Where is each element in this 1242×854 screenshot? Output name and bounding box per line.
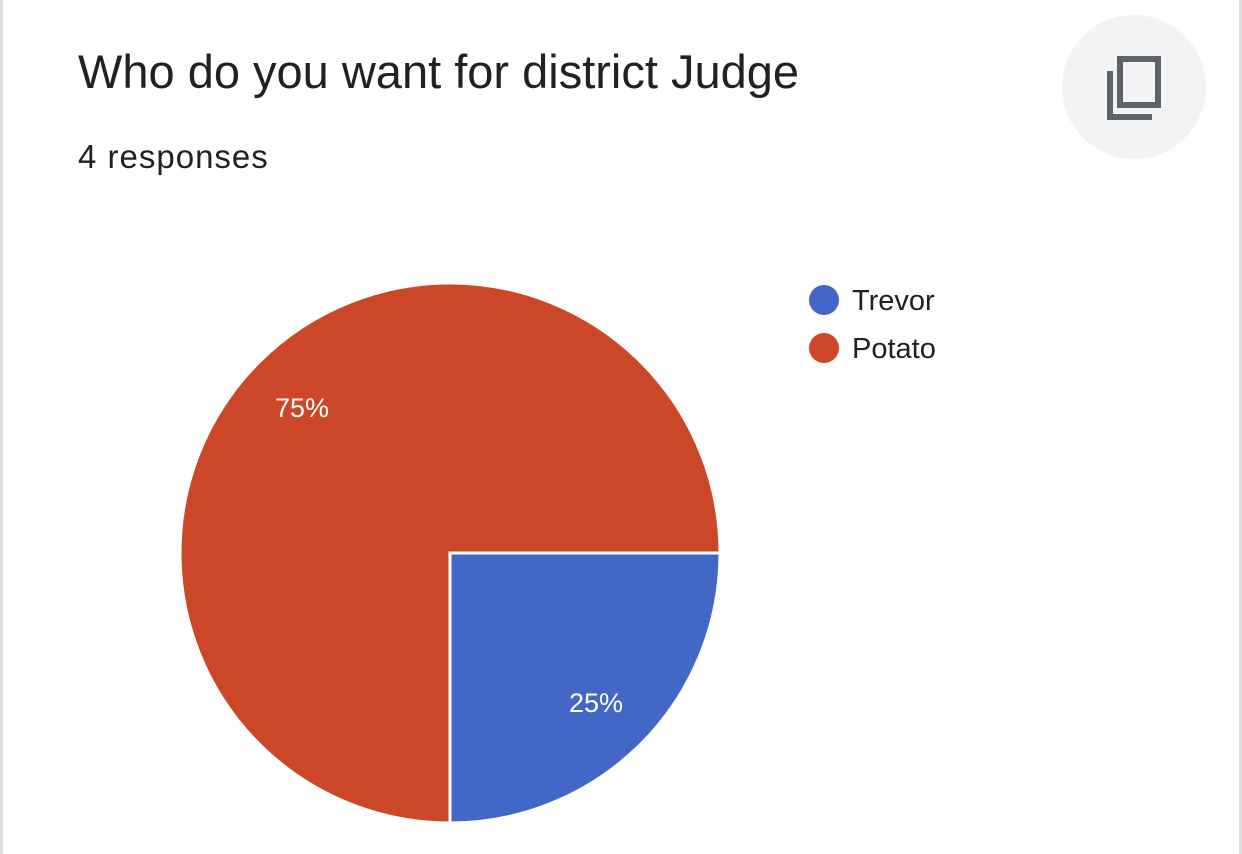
legend-marker-trevor	[809, 285, 839, 315]
chart-title: Who do you want for district Judge	[78, 45, 800, 98]
chart-legend: Trevor Potato	[809, 285, 936, 365]
legend-marker-potato	[809, 333, 839, 363]
pie-chart: 25% 75% Trevor Potato	[178, 281, 936, 825]
legend-label-trevor: Trevor	[852, 285, 935, 317]
pie-slice-potato[interactable]	[178, 281, 722, 825]
copy-icon	[1107, 56, 1161, 120]
slice-label-potato: 75%	[275, 393, 329, 423]
pie-slices	[178, 281, 722, 825]
pie-slice-trevor[interactable]	[448, 551, 722, 825]
response-count: 4 responses	[78, 138, 269, 175]
copy-chart-button[interactable]	[1062, 15, 1206, 159]
slice-label-trevor: 25%	[569, 688, 623, 718]
pie-slice-labels: 25% 75%	[275, 393, 623, 718]
legend-label-potato: Potato	[852, 333, 936, 365]
